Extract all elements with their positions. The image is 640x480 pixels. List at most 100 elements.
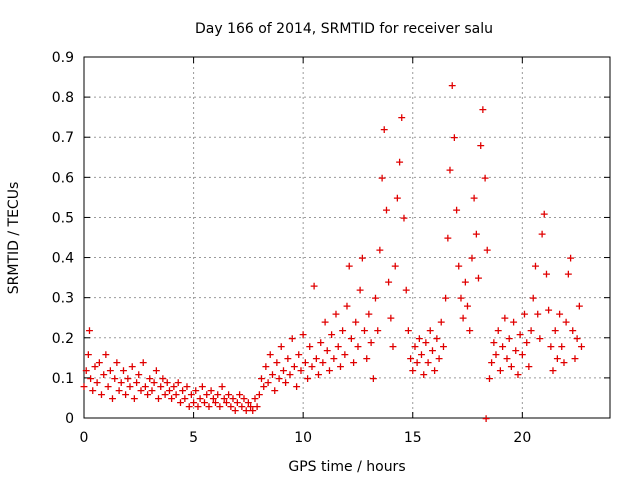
data-point: + [345,260,354,273]
data-point: + [294,348,303,361]
data-point: + [428,344,437,357]
data-point: + [498,340,507,353]
data-point: + [235,388,244,401]
data-point: + [373,324,382,337]
data-point: + [533,308,542,321]
data-point: + [125,380,134,393]
data-point: + [562,316,571,329]
data-point: + [331,308,340,321]
x-tick-label: 5 [189,430,198,446]
data-point: + [537,227,546,240]
data-point: + [189,396,198,409]
data-point: + [502,352,511,365]
data-point: + [437,316,446,329]
data-point: + [347,332,356,345]
data-point: + [86,372,95,385]
data-point: + [566,252,575,265]
y-tick-label: 0.9 [52,50,74,66]
data-point: + [112,356,121,369]
data-point: + [397,111,406,124]
y-tick-label: 0.4 [52,251,74,267]
data-point: + [99,368,108,381]
data-point: + [121,388,130,401]
data-point: + [314,368,323,381]
data-point: + [323,344,332,357]
data-point: + [522,336,531,349]
data-point: + [220,392,229,405]
data-point: + [318,356,327,369]
data-point: + [448,79,457,92]
data-point: + [465,324,474,337]
data-point: + [399,211,408,224]
data-point: + [551,324,560,337]
data-point: + [248,404,257,417]
data-point: + [268,368,277,381]
data-point: + [84,348,93,361]
data-point: + [285,368,294,381]
data-point: + [182,380,191,393]
data-point: + [410,340,419,353]
data-point: + [524,360,533,373]
data-point: + [559,356,568,369]
data-point: + [209,392,218,405]
y-tick-label: 0.8 [52,90,74,106]
data-point: + [88,384,97,397]
data-point: + [349,356,358,369]
data-point: + [233,396,242,409]
data-point: + [395,155,404,168]
data-point: + [535,332,544,345]
x-axis-label: GPS time / hours [288,459,405,475]
plot-frame [83,56,611,419]
data-point: + [292,380,301,393]
data-point: + [224,388,233,401]
data-point: + [474,272,483,285]
data-point: + [325,364,334,377]
data-point: + [187,388,196,401]
data-point: + [511,344,520,357]
data-point: + [191,384,200,397]
data-point: + [178,384,187,397]
chart-title: Day 166 of 2014, SRMTID for receiver sal… [195,21,493,37]
data-point: + [119,364,128,377]
data-point: + [327,328,336,341]
data-point: + [573,332,582,345]
data-point: + [340,348,349,361]
data-point: + [546,340,555,353]
data-point: + [360,324,369,337]
data-point: + [489,336,498,349]
data-point: + [97,388,106,401]
y-tick-label: 0.3 [52,291,74,307]
data-point: + [369,372,378,385]
data-point: + [250,392,259,405]
data-point: + [443,232,452,245]
data-point: + [380,123,389,136]
data-point: + [316,336,325,349]
data-point: + [320,316,329,329]
data-point: + [117,376,126,389]
data-point: + [476,139,485,152]
data-point: + [421,336,430,349]
data-point: + [263,376,272,389]
data-point: + [564,268,573,281]
data-point: + [202,388,211,401]
data-point: + [406,352,415,365]
data-point: + [196,392,205,405]
data-point: + [487,356,496,369]
data-point: + [301,356,310,369]
data-point: + [272,356,281,369]
data-point: + [463,300,472,313]
data-point: + [147,384,156,397]
data-point: + [303,372,312,385]
data-point: + [79,380,88,393]
data-point: + [334,340,343,353]
data-point: + [351,316,360,329]
y-tick-label: 0.7 [52,130,74,146]
data-point: + [441,292,450,305]
data-point: + [513,368,522,381]
data-point: + [483,244,492,257]
data-point: + [279,364,288,377]
data-point: + [540,207,549,220]
data-point: + [575,300,584,313]
tick-labels: 0 0.1 0.2 0.3 0.4 0.5 0.6 0.7 0.8 0.9 0 5 10 15 20 [52,50,532,446]
